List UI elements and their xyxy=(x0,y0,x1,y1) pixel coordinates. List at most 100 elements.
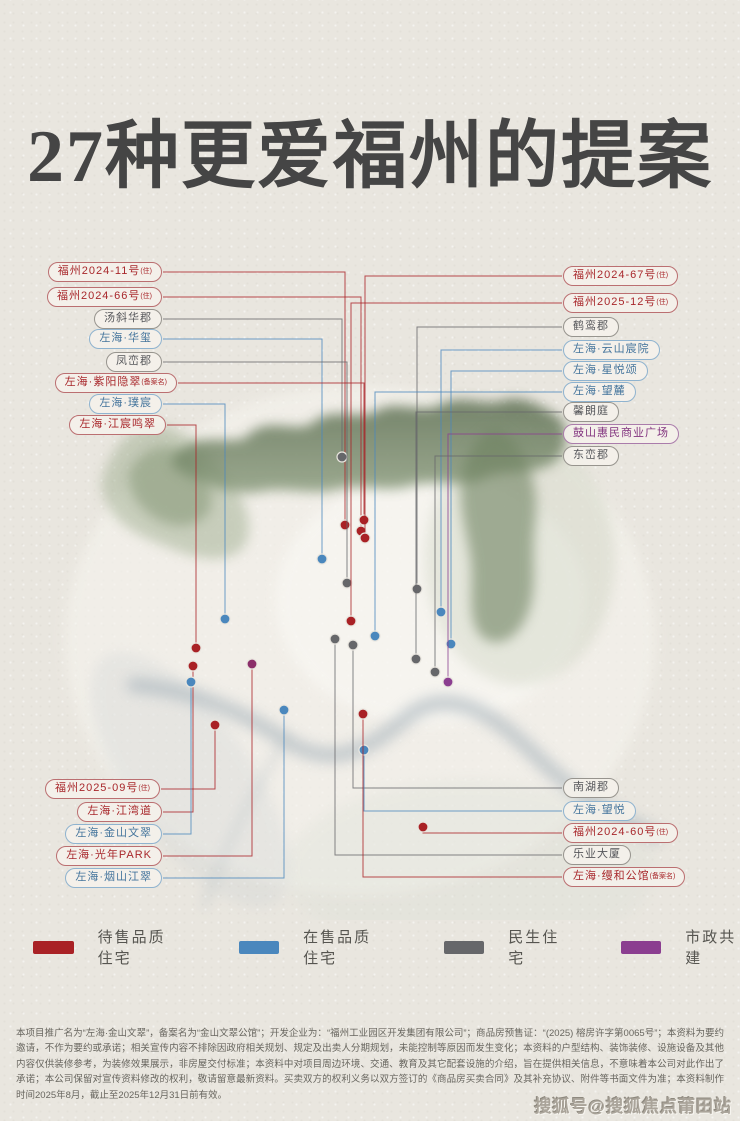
map-label: 福州2025-09号(住) xyxy=(44,779,160,799)
map-label-text: 左海·望麓 xyxy=(573,385,626,397)
map-label: 左海·紫阳隐翠(备案名) xyxy=(54,373,177,393)
connector-line xyxy=(334,639,562,856)
map-label-text: 左海·星悦颂 xyxy=(573,364,638,376)
map-dot xyxy=(369,630,381,642)
connector-line xyxy=(163,710,285,879)
map-dot xyxy=(190,642,202,654)
map-label-text: 福州2024-67号 xyxy=(573,269,657,281)
map-label-suffix: (备案名) xyxy=(649,873,676,880)
map-dot xyxy=(347,639,359,651)
map-label: 汤斜华郡 xyxy=(94,309,162,329)
connector-line xyxy=(363,750,562,812)
map-label-text: 福州2024-66号 xyxy=(56,290,141,302)
map-label: 南湖郡 xyxy=(563,778,619,798)
map-label-text: 福州2024-60号 xyxy=(573,826,657,838)
map-dot xyxy=(187,660,199,672)
legend-swatch xyxy=(444,940,485,954)
map-label: 凤峦郡 xyxy=(106,352,162,372)
map-dot xyxy=(411,583,423,595)
connectors-layer xyxy=(161,271,562,879)
map-label-text: 汤斜华郡 xyxy=(104,312,152,324)
map-label-text: 左海·金山文翠 xyxy=(75,827,152,839)
map-dot xyxy=(341,577,353,589)
legend-item: 待售品质住宅 xyxy=(33,926,181,968)
legend-item: 市政共建 xyxy=(621,926,740,968)
connector-line xyxy=(447,433,562,682)
connector-line xyxy=(416,326,562,589)
map-label-suffix: (住) xyxy=(138,785,150,792)
connector-line xyxy=(163,296,362,531)
page-title: 27种更爱福州的提案 xyxy=(27,116,713,198)
map-label-text: 左海·璞宸 xyxy=(99,397,152,409)
connector-line xyxy=(178,382,365,520)
map-dot xyxy=(219,613,231,625)
map-label-text: 左海·光年PARK xyxy=(66,849,152,861)
map-label-text: 福州2025-12号 xyxy=(573,296,657,308)
legend-swatch xyxy=(238,940,280,954)
map-art-image xyxy=(65,385,666,920)
map-label: 东峦郡 xyxy=(563,446,619,466)
map-label-text: 左海·江宸鸣翠 xyxy=(79,418,156,430)
map-dot xyxy=(359,532,371,544)
map-label-text: 东峦郡 xyxy=(573,449,609,461)
connector-line xyxy=(163,318,343,457)
map-label-text: 左海·云山宸院 xyxy=(573,343,650,355)
map-dot xyxy=(358,514,370,526)
map-dot xyxy=(336,451,348,463)
map-label: 乐业大厦 xyxy=(563,845,631,865)
map-label: 左海·望悦 xyxy=(563,801,636,821)
connector-line xyxy=(163,666,194,813)
connector-line xyxy=(362,714,562,878)
legend-swatch xyxy=(33,940,74,954)
legend-label: 待售品质住宅 xyxy=(97,929,166,967)
connector-line xyxy=(163,338,323,559)
map-label: 左海·金山文翠 xyxy=(65,824,162,844)
map-label: 福州2024-11号(住) xyxy=(47,262,162,282)
map-label-suffix: (住) xyxy=(140,293,152,300)
map-dot xyxy=(417,821,429,833)
legend-label: 在售品质住宅 xyxy=(303,929,372,967)
map-dot xyxy=(442,676,454,688)
map-dot xyxy=(278,704,290,716)
map-label-suffix: (住) xyxy=(656,829,669,836)
map-label-text: 左海·华玺 xyxy=(99,332,152,344)
legend-label: 民生住宅 xyxy=(508,929,560,967)
map-label-suffix: (住) xyxy=(656,272,669,279)
map-label: 左海·星悦颂 xyxy=(563,361,648,381)
map-dot xyxy=(429,666,441,678)
connector-line xyxy=(163,271,346,525)
legend: 待售品质住宅 在售品质住宅 民生住宅 市政共建 xyxy=(0,929,740,967)
map-label-text: 左海·紫阳隐翠 xyxy=(64,376,142,388)
connector-line xyxy=(163,361,348,583)
map-label: 左海·华玺 xyxy=(89,329,162,349)
map-label-text: 南湖郡 xyxy=(573,781,609,793)
map-dot xyxy=(329,633,341,645)
connector-line xyxy=(434,455,562,672)
connector-line xyxy=(350,302,562,621)
map-label-text: 乐业大厦 xyxy=(573,848,621,860)
map-label: 左海·缦和公馆(备案名) xyxy=(563,867,686,887)
legend-item: 在售品质住宅 xyxy=(238,926,387,968)
map-dot xyxy=(358,744,370,756)
map-label-text: 左海·江湾道 xyxy=(87,805,152,817)
map-label: 左海·江湾道 xyxy=(77,802,162,822)
map-label-text: 鹤鸾郡 xyxy=(573,320,609,332)
connector-line xyxy=(352,645,562,789)
connector-line xyxy=(163,682,192,835)
map-label: 鼓山惠民商业广场 xyxy=(563,424,679,444)
map-label: 福州2024-67号(住) xyxy=(563,266,679,286)
map-dot xyxy=(339,519,351,531)
map-label: 馨朗庭 xyxy=(563,402,619,422)
map-label: 福州2024-66号(住) xyxy=(46,287,162,307)
map-dot xyxy=(345,615,357,627)
map-label: 福州2024-60号(住) xyxy=(563,823,679,843)
map-label-text: 左海·缦和公馆 xyxy=(573,870,650,882)
connector-line xyxy=(364,275,562,538)
map-label-text: 左海·望悦 xyxy=(573,804,626,816)
map-dot xyxy=(185,676,197,688)
map-label-text: 鼓山惠民商业广场 xyxy=(573,427,669,439)
legend-label: 市政共建 xyxy=(685,929,737,967)
map-label: 左海·江宸鸣翠 xyxy=(69,415,166,435)
fuzhou-map: 福州2024-11号(住) 福州2024-66号(住) 汤斜华郡 左海·华玺 凤峦郡 左海… xyxy=(0,240,740,920)
